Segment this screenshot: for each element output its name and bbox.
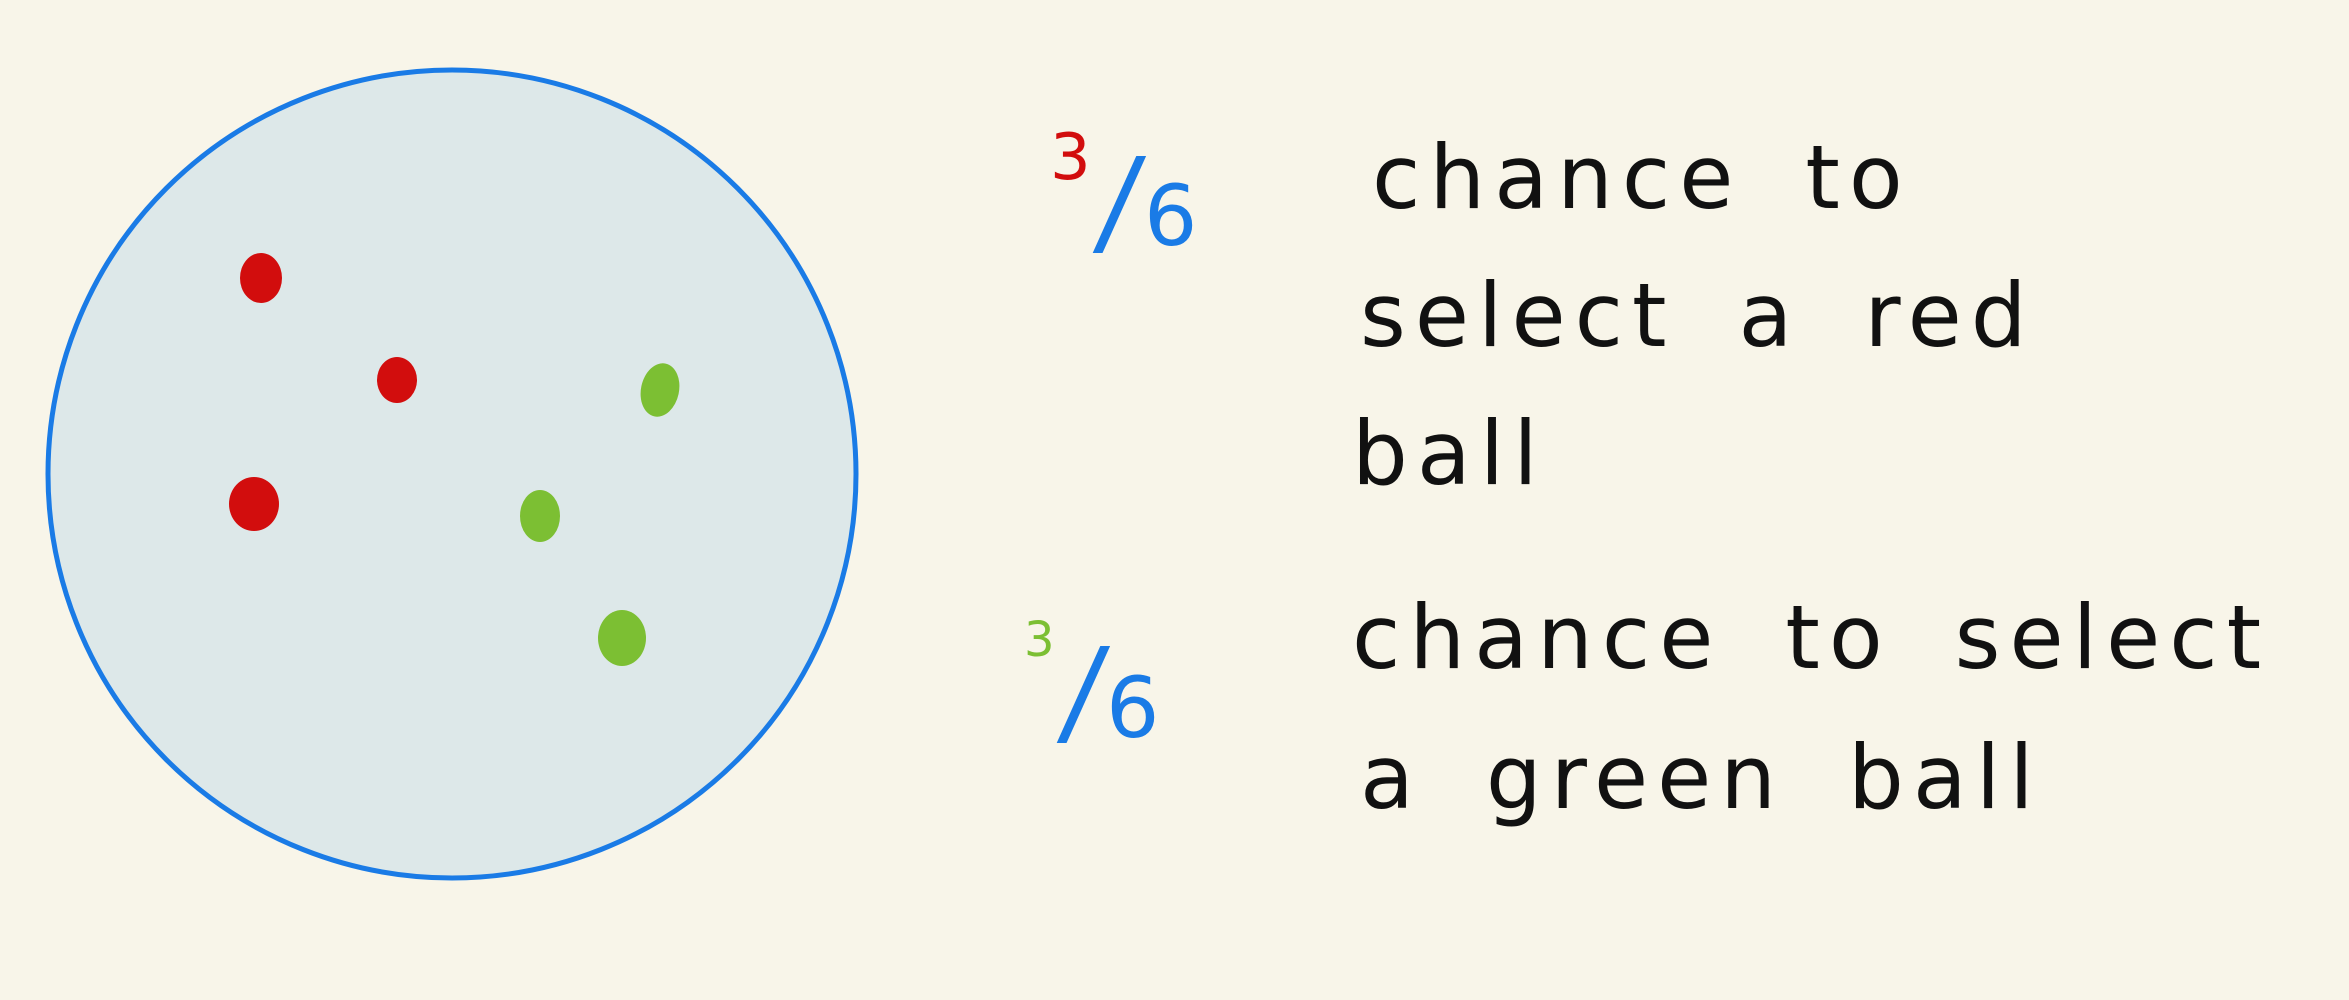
green-chance-line-2: a green ball	[1360, 726, 2043, 829]
red-chance-line-3: ball	[1352, 402, 1547, 505]
red-chance-line-2: select a red	[1360, 264, 2036, 367]
green-ball	[640, 363, 680, 417]
bag-circle	[45, 67, 859, 881]
red-probability-fraction: 3 / 6	[1040, 120, 1200, 270]
fraction-slash: /	[1054, 622, 1114, 760]
fraction-numerator: 3	[1050, 121, 1091, 195]
red-ball	[229, 477, 279, 531]
fraction-denominator: 6	[1106, 659, 1160, 757]
fraction-numerator: 3	[1024, 612, 1055, 668]
green-ball	[520, 490, 560, 542]
green-chance-line-1: chance to select	[1352, 586, 2271, 689]
red-ball	[240, 253, 282, 303]
red-chance-line-1: chance to	[1372, 126, 1912, 229]
red-ball	[377, 357, 417, 403]
fraction-denominator: 6	[1144, 167, 1198, 265]
green-probability-fraction: 3 / 6	[1010, 610, 1170, 760]
green-ball	[598, 610, 646, 666]
fraction-slash: /	[1090, 132, 1150, 270]
